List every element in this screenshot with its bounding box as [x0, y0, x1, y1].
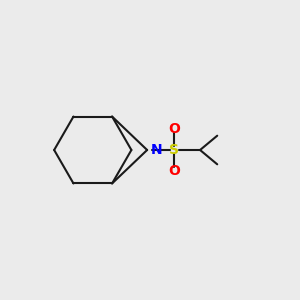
Text: O: O [168, 164, 180, 178]
Text: N: N [151, 143, 163, 157]
Text: S: S [169, 143, 179, 157]
Text: O: O [168, 122, 180, 136]
